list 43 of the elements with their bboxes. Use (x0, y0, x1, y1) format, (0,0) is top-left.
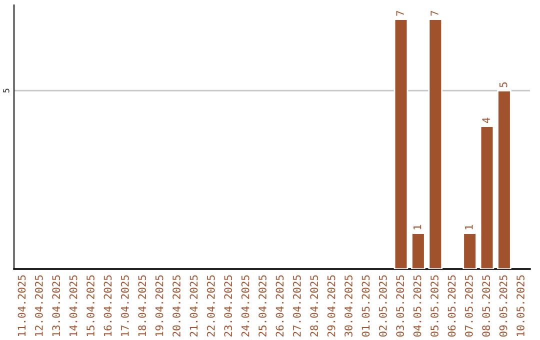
x-tick-label: 30.04.2025 (344, 275, 352, 337)
bar (462, 232, 477, 269)
x-tick-label: 08.05.2025 (482, 275, 490, 337)
data-label: 5 (500, 82, 508, 88)
x-tick-label: 01.05.2025 (362, 275, 370, 337)
x-tick-label: 03.05.2025 (396, 275, 404, 337)
bar (428, 18, 443, 269)
x-tick-label: 02.05.2025 (378, 275, 387, 337)
x-tick-label: 29.04.2025 (327, 275, 336, 336)
data-label: 1 (414, 224, 422, 230)
x-tick-label: 10.05.2025 (516, 275, 524, 336)
x-tick-label: 17.04.2025 (120, 275, 129, 336)
bar (394, 18, 408, 269)
x-tick-label: 20.04.2025 (172, 275, 180, 336)
x-tick-label: 23.04.2025 (224, 275, 232, 336)
x-tick-label: 13.04.2025 (52, 275, 60, 336)
x-tick-label: 06.05.2025 (448, 275, 456, 337)
x-tick-label: 15.04.2025 (86, 275, 94, 336)
x-tick-label: 07.05.2025 (464, 275, 473, 337)
data-label: 4 (482, 118, 490, 123)
x-tick-label: 05.05.2025 (430, 275, 438, 337)
x-tick-label: 27.04.2025 (292, 275, 301, 336)
x-tick-label: 21.04.2025 (190, 275, 198, 336)
x-tick-label: 12.04.2025 (34, 275, 43, 336)
x-tick-label: 11.04.2025 (18, 275, 26, 336)
x-tick-label: 19.04.2025 (155, 275, 164, 336)
data-label: 7 (430, 11, 438, 16)
x-tick-label: 04.05.2025 (413, 275, 422, 337)
x-tick-label: 26.04.2025 (276, 275, 284, 336)
data-label: 1 (465, 224, 473, 230)
bar (480, 126, 494, 269)
ref-line-label: 5 (3, 88, 10, 93)
x-tick-label: 14.04.2025 (69, 275, 78, 336)
x-tick-label: 24.04.2025 (241, 275, 250, 336)
x-tick-label: 22.04.2025 (206, 275, 215, 336)
x-tick-label: 28.04.2025 (310, 275, 318, 336)
x-tick-label: 25.04.2025 (258, 275, 266, 336)
bar (411, 232, 426, 269)
x-tick-label: 18.04.2025 (138, 275, 146, 336)
x-tick-label: 16.04.2025 (104, 275, 112, 336)
data-label: 7 (396, 11, 404, 16)
x-tick-label: 09.05.2025 (499, 275, 508, 337)
bar (497, 90, 512, 269)
